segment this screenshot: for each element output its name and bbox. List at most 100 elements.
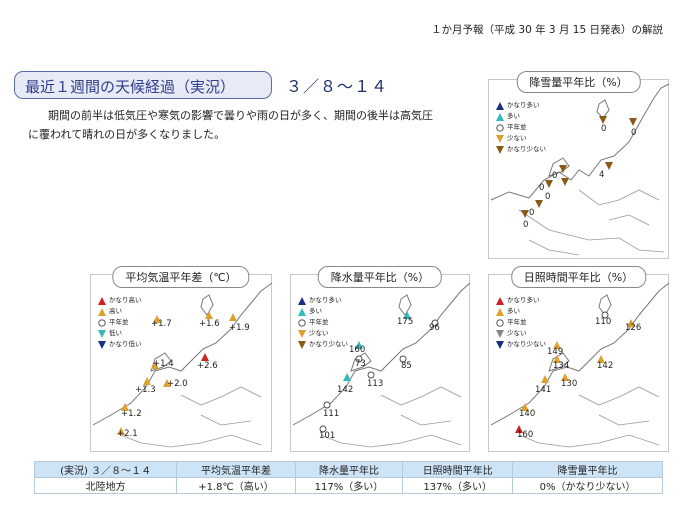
- temp-marker-icon: [205, 311, 213, 319]
- temp-marker-icon: [121, 403, 129, 411]
- legend-down-yellow-icon: [298, 329, 306, 338]
- legend-label: 高い: [109, 307, 122, 315]
- temp-marker-icon: [163, 379, 171, 387]
- snow-value: 0: [529, 208, 535, 218]
- precip-marker-icon: [319, 425, 327, 433]
- precip-marker-icon: [355, 355, 363, 363]
- snow-value: 0: [601, 124, 607, 134]
- temp-value: +2.6: [197, 361, 218, 371]
- sun-marker-icon: [553, 341, 561, 349]
- legend-circle-icon: [496, 318, 504, 327]
- precip-value: 160: [349, 345, 366, 355]
- legend-label: 多い: [507, 307, 520, 315]
- sun-marker-icon: [597, 355, 605, 363]
- precip-value: 175: [397, 317, 414, 327]
- snowfall-legend: かなり多い 多い 平年並 少ない かなり少ない: [496, 100, 546, 155]
- snowfall-map-svg: [490, 83, 670, 256]
- legend-label: 平年並: [507, 318, 527, 326]
- table-row: 北陸地方 +1.8℃（高い） 117%（多い） 137%（多い） 0%（かなり少…: [33, 477, 663, 494]
- precip-value: 142: [337, 385, 354, 395]
- sun-value: 160: [517, 430, 534, 440]
- sun-marker-icon: [627, 319, 635, 327]
- snow-value: 0: [539, 183, 545, 193]
- snow-value: 0: [545, 192, 551, 202]
- table-header: 日照時間平年比: [402, 461, 514, 478]
- snow-marker-icon: [561, 178, 569, 186]
- precip-value: 85: [401, 361, 412, 371]
- sun-marker-icon: [521, 403, 529, 411]
- sunshine-legend: かなり多い 多い 平年並 少ない かなり少ない: [496, 295, 546, 350]
- snowfall-ratio-map-panel: 降雪量平年比（%） かなり多い 多い 平年並 少ない かなり少ない 0 0 0 …: [488, 71, 670, 259]
- summary-text: 期間の前半は低気圧や寒気の影響で曇りや雨の日が多く、期間の後半は高気圧 に覆われ…: [28, 106, 468, 144]
- table-cell: 0%（かなり少ない）: [512, 477, 663, 494]
- legend-label: かなり多い: [507, 296, 540, 304]
- snow-marker-icon: [545, 180, 553, 188]
- table-header: 平均気温平年差: [176, 461, 296, 478]
- header-note: １か月予報（平成 30 年 3 月 15 日発表）の解説: [431, 24, 663, 36]
- snowfall-map-title: 降雪量平年比（%）: [516, 71, 641, 93]
- legend-label: かなり多い: [507, 101, 540, 109]
- sun-marker-icon: [541, 375, 549, 383]
- legend-circle-icon: [496, 123, 504, 132]
- temp-marker-icon: [229, 313, 237, 321]
- precip-marker-icon: [355, 341, 363, 349]
- precipitation-map-title: 降水量平年比（%）: [317, 266, 443, 288]
- sun-value: 142: [597, 361, 614, 371]
- sun-marker-icon: [601, 311, 609, 319]
- table-cell: 117%（多い）: [294, 477, 404, 494]
- legend-label: かなり少ない: [309, 340, 348, 348]
- legend-label: 平年並: [309, 318, 329, 326]
- table-cell: 北陸地方: [33, 477, 178, 494]
- section-title: 最近１週間の天候経過（実況）: [25, 78, 236, 96]
- snow-value: 4: [599, 170, 605, 180]
- legend-label: かなり少ない: [507, 145, 546, 153]
- legend-label: 平年並: [507, 123, 527, 131]
- precipitation-ratio-map-panel: 降水量平年比（%） かなり多い 多い 平年並 少ない かなり少ない 175 96…: [290, 266, 471, 452]
- legend-down-brown-icon: [496, 145, 504, 154]
- date-range: ３／８〜１４: [286, 77, 389, 96]
- summary-table: (実況) ３／８〜１４ 平均気温平年差 降水量平年比 日照時間平年比 降雪量平年…: [33, 461, 663, 494]
- legend-label: 多い: [309, 307, 322, 315]
- table-cell: 137%（多い）: [402, 477, 514, 494]
- legend-label: かなり多い: [309, 296, 342, 304]
- legend-label: 平年並: [109, 318, 129, 326]
- precipitation-map-svg: [292, 282, 471, 448]
- snow-marker-icon: [535, 200, 543, 208]
- sun-value: 134: [553, 361, 570, 371]
- sun-value: 149: [547, 347, 564, 357]
- temp-value: +1.2: [121, 409, 142, 419]
- legend-up-cyan-icon: [496, 112, 504, 121]
- precip-value: 113: [367, 379, 384, 389]
- sun-value: 130: [561, 379, 578, 389]
- temp-marker-icon: [201, 353, 209, 361]
- precip-marker-icon: [343, 373, 351, 381]
- legend-label: 少ない: [507, 329, 527, 337]
- legend-circle-icon: [98, 318, 106, 327]
- sun-marker-icon: [553, 355, 561, 363]
- precip-marker-icon: [323, 401, 331, 409]
- legend-up-dark-icon: [496, 101, 504, 110]
- snow-marker-icon: [605, 162, 613, 170]
- legend-up-red-icon: [98, 296, 106, 305]
- precip-value: 73: [355, 359, 366, 369]
- table-header: 降雪量平年比: [512, 461, 663, 478]
- sunshine-map-title: 日照時間平年比（%）: [510, 266, 647, 288]
- temperature-map-svg: [92, 282, 273, 448]
- legend-label: 低い: [109, 329, 122, 337]
- table-header: 降水量平年比: [294, 461, 404, 478]
- precip-marker-icon: [431, 319, 439, 327]
- temp-value: +2.1: [117, 429, 138, 439]
- precip-value: 101: [319, 431, 336, 441]
- legend-up-cyan-icon: [298, 307, 306, 316]
- precipitation-legend: かなり多い 多い 平年並 少ない かなり少ない: [298, 295, 348, 350]
- sun-value: 126: [625, 323, 642, 333]
- sun-value: 141: [535, 385, 552, 395]
- legend-label: 少ない: [507, 134, 527, 142]
- temp-value: +2.0: [167, 379, 188, 389]
- temp-marker-icon: [117, 427, 125, 435]
- temp-marker-icon: [151, 361, 159, 369]
- legend-label: かなり高い: [109, 296, 142, 304]
- temperature-map-title: 平均気温平年差（℃）: [112, 266, 250, 288]
- legend-up-yellow-icon: [496, 307, 504, 316]
- snow-value: 0: [523, 220, 529, 230]
